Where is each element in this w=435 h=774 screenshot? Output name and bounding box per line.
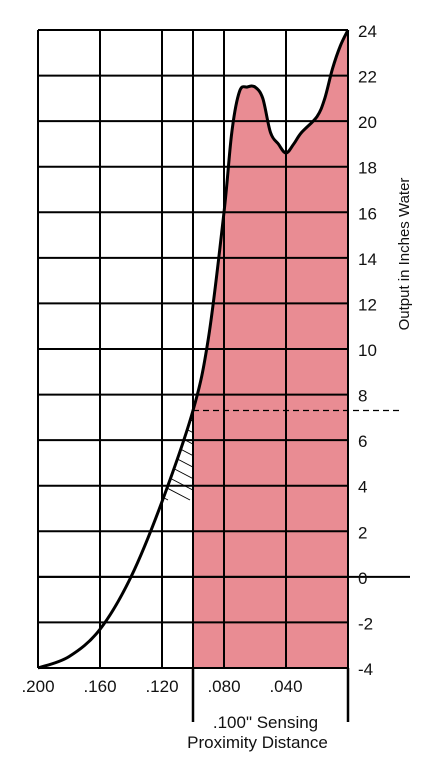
shaded-output-region: [193, 30, 348, 668]
y-tick-label: -4: [358, 660, 373, 679]
x-tick-label: .040: [269, 677, 302, 696]
y-tick-label: 22: [358, 68, 377, 87]
y-tick-label: 12: [358, 295, 377, 314]
y-tick-label: 18: [358, 159, 377, 178]
sensing-label-line1: .100" Sensing: [213, 713, 318, 732]
y-tick-label: 6: [358, 432, 367, 451]
sensing-label-line2: Proximity Distance: [187, 733, 328, 752]
x-tick-label: .200: [21, 677, 54, 696]
y-tick-label: 0: [358, 569, 367, 588]
y-tick-label: 10: [358, 341, 377, 360]
x-tick-label: .160: [83, 677, 116, 696]
y-tick-label: -2: [358, 614, 373, 633]
x-tick-label: .080: [207, 677, 240, 696]
y-tick-label: 2: [358, 523, 367, 542]
y-axis-label: Output in Inches Water: [396, 178, 413, 331]
y-tick-label: 8: [358, 387, 367, 406]
y-tick-label: 16: [358, 204, 377, 223]
y-tick-label: 24: [358, 22, 377, 41]
y-tick-label: 14: [358, 250, 377, 269]
x-tick-label: .120: [145, 677, 178, 696]
output-curve: [37, 29, 350, 670]
y-tick-label: 4: [358, 478, 367, 497]
y-tick-label: 20: [358, 113, 377, 132]
